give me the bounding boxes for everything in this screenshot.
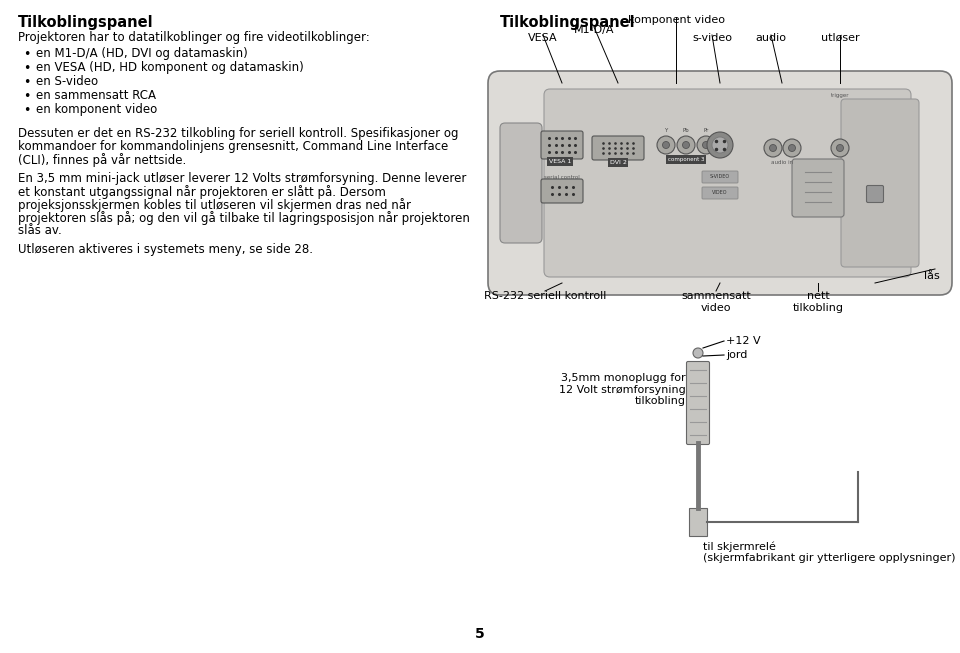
Text: VESA: VESA xyxy=(528,33,558,43)
Text: Dessuten er det en RS-232 tilkobling for seriell kontroll. Spesifikasjoner og: Dessuten er det en RS-232 tilkobling for… xyxy=(18,127,459,140)
Text: lås: lås xyxy=(924,271,940,281)
Text: s-video: s-video xyxy=(692,33,732,43)
Text: 5: 5 xyxy=(475,627,485,641)
Circle shape xyxy=(712,137,728,153)
Text: Projektoren har to datatilkoblinger og fire videotilkoblinger:: Projektoren har to datatilkoblinger og f… xyxy=(18,31,370,44)
Text: component 3: component 3 xyxy=(668,157,705,162)
Text: en M1-D/A (HD, DVI og datamaskin): en M1-D/A (HD, DVI og datamaskin) xyxy=(36,47,248,60)
Text: RS-232 seriell kontroll: RS-232 seriell kontroll xyxy=(484,291,606,301)
Circle shape xyxy=(764,139,782,157)
FancyBboxPatch shape xyxy=(792,159,844,217)
Text: Y: Y xyxy=(664,128,667,133)
Circle shape xyxy=(693,348,703,358)
Text: VIDEO: VIDEO xyxy=(712,191,728,195)
Text: 3,5mm monoplugg for
12 Volt strømforsyning
tilkobling: 3,5mm monoplugg for 12 Volt strømforsyni… xyxy=(560,373,686,406)
Text: kommandoer for kommandolinjens grensesnitt, Command Line Interface: kommandoer for kommandolinjens grensesni… xyxy=(18,140,448,153)
Circle shape xyxy=(770,144,777,151)
Text: audio: audio xyxy=(756,33,786,43)
Text: M1-D/A: M1-D/A xyxy=(574,25,614,35)
Circle shape xyxy=(783,139,801,157)
Text: serial control: serial control xyxy=(544,175,580,180)
Circle shape xyxy=(662,142,669,148)
Circle shape xyxy=(788,144,796,151)
FancyBboxPatch shape xyxy=(841,99,919,267)
Text: Pb: Pb xyxy=(683,128,689,133)
Text: et konstant utgangssignal når projektoren er slått på. Dersom: et konstant utgangssignal når projektore… xyxy=(18,185,386,199)
Text: •: • xyxy=(23,48,31,61)
Text: slås av.: slås av. xyxy=(18,224,61,237)
Circle shape xyxy=(697,136,715,154)
Text: til skjermrelé
(skjermfabrikant gir ytterligere opplysninger): til skjermrelé (skjermfabrikant gir ytte… xyxy=(703,541,955,563)
Circle shape xyxy=(831,139,849,157)
Text: +12 V: +12 V xyxy=(726,336,760,346)
Text: •: • xyxy=(23,62,31,75)
Text: VESA 1: VESA 1 xyxy=(549,159,571,164)
Text: projektoren slås på; og den vil gå tilbake til lagringsposisjon når projektoren: projektoren slås på; og den vil gå tilba… xyxy=(18,211,469,225)
FancyBboxPatch shape xyxy=(488,71,952,295)
Circle shape xyxy=(683,142,689,148)
Text: sammensatt
video: sammensatt video xyxy=(682,291,751,313)
Text: jord: jord xyxy=(726,350,748,360)
Circle shape xyxy=(836,144,844,151)
Text: Utløseren aktiveres i systemets meny, se side 28.: Utløseren aktiveres i systemets meny, se… xyxy=(18,243,313,256)
FancyBboxPatch shape xyxy=(702,171,738,183)
FancyBboxPatch shape xyxy=(541,179,583,203)
FancyBboxPatch shape xyxy=(686,362,709,445)
Text: Pr: Pr xyxy=(704,128,708,133)
Text: utløser: utløser xyxy=(821,33,859,43)
FancyBboxPatch shape xyxy=(592,136,644,160)
Text: •: • xyxy=(23,104,31,117)
Text: en VESA (HD, HD komponent og datamaskin): en VESA (HD, HD komponent og datamaskin) xyxy=(36,61,303,74)
FancyBboxPatch shape xyxy=(544,89,911,277)
Bar xyxy=(689,508,707,536)
Text: projeksjonsskjermen kobles til utløseren vil skjermen dras ned når: projeksjonsskjermen kobles til utløseren… xyxy=(18,198,411,212)
Text: En 3,5 mm mini-jack utløser leverer 12 Volts strømforsyning. Denne leverer: En 3,5 mm mini-jack utløser leverer 12 V… xyxy=(18,172,467,185)
Circle shape xyxy=(657,136,675,154)
Text: Tilkoblingspanel: Tilkoblingspanel xyxy=(500,15,636,30)
Text: S-VIDEO: S-VIDEO xyxy=(710,174,730,180)
Text: (CLI), finnes på vår nettside.: (CLI), finnes på vår nettside. xyxy=(18,153,186,167)
Text: en S-video: en S-video xyxy=(36,75,98,88)
Text: •: • xyxy=(23,90,31,103)
Circle shape xyxy=(703,142,709,148)
Text: Tilkoblingspanel: Tilkoblingspanel xyxy=(18,15,154,30)
Text: trigger: trigger xyxy=(830,93,850,98)
Circle shape xyxy=(707,132,733,158)
Text: en sammensatt RCA: en sammensatt RCA xyxy=(36,89,156,102)
FancyBboxPatch shape xyxy=(541,131,583,159)
Text: DVI 2: DVI 2 xyxy=(610,160,627,165)
FancyBboxPatch shape xyxy=(702,187,738,199)
Text: en komponent video: en komponent video xyxy=(36,103,157,116)
Circle shape xyxy=(677,136,695,154)
Text: komponent video: komponent video xyxy=(628,15,725,25)
Text: •: • xyxy=(23,76,31,89)
FancyBboxPatch shape xyxy=(500,123,542,243)
Text: audio in: audio in xyxy=(771,160,793,165)
Text: nett
tilkobling: nett tilkobling xyxy=(793,291,844,313)
FancyBboxPatch shape xyxy=(867,185,883,202)
